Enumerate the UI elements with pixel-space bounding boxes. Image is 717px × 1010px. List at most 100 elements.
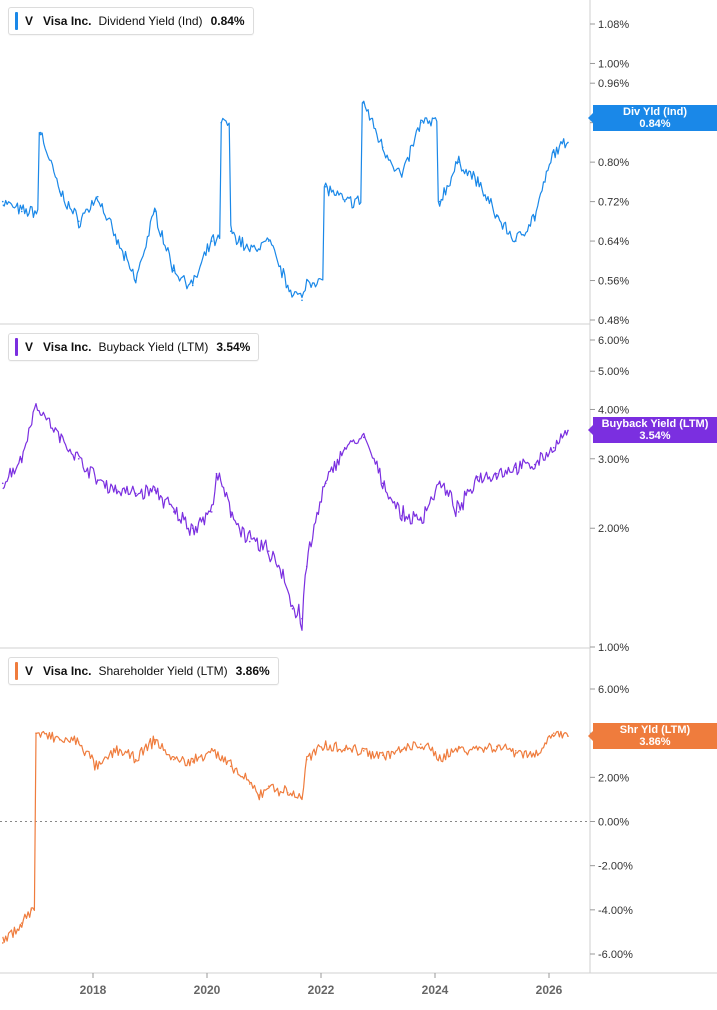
data-point <box>115 747 118 750</box>
legend-shareholder-yield[interactable]: V Visa Inc. Shareholder Yield (LTM) 3.86… <box>8 657 279 685</box>
y-tick-label: 0.48% <box>598 315 629 327</box>
data-point <box>419 519 422 521</box>
legend-buyback-yield[interactable]: V Visa Inc. Buyback Yield (LTM) 3.54% <box>8 333 260 361</box>
data-point <box>514 240 517 242</box>
data-point <box>567 735 569 738</box>
data-point <box>381 146 384 149</box>
tag-value: 0.84% <box>639 118 671 130</box>
data-point <box>96 479 99 481</box>
y-tick-label: 1.00% <box>598 58 629 70</box>
data-point <box>172 758 175 761</box>
y-tick-label: 0.72% <box>598 197 629 209</box>
data-point <box>229 511 232 513</box>
data-point <box>96 195 99 198</box>
y-tick-label: 0.64% <box>598 236 629 248</box>
data-point <box>248 540 251 543</box>
data-point <box>362 102 365 104</box>
data-point <box>495 745 498 748</box>
data-point <box>343 747 346 750</box>
data-point <box>343 446 346 449</box>
data-point <box>134 758 137 761</box>
data-point <box>457 511 460 513</box>
data-point <box>39 131 42 134</box>
legend-ticker: V <box>25 340 34 354</box>
data-point <box>267 550 270 552</box>
legend-metric: Dividend Yield (Ind) <box>98 14 203 28</box>
data-point <box>291 607 294 610</box>
data-point <box>533 754 536 757</box>
tag-value: 3.86% <box>639 736 671 748</box>
y-tick-label: 0.96% <box>598 78 629 90</box>
data-point <box>215 754 218 757</box>
series-line-1 <box>2 100 569 299</box>
data-point <box>457 747 460 750</box>
data-point <box>552 446 555 449</box>
data-point <box>191 284 194 287</box>
data-point <box>324 482 327 485</box>
y-tick-label: -2.00% <box>598 861 633 873</box>
data-point <box>305 758 308 761</box>
data-point <box>301 796 303 799</box>
data-point <box>305 565 308 568</box>
data-point <box>324 743 327 746</box>
legend-company: Visa Inc. <box>43 14 92 28</box>
data-point <box>153 738 156 741</box>
legend-metric: Shareholder Yield (LTM) <box>98 664 228 678</box>
data-point <box>457 161 460 163</box>
data-point <box>400 515 403 517</box>
data-point <box>210 240 213 242</box>
legend-ticker: V <box>25 664 34 678</box>
data-point <box>362 750 365 752</box>
y-tick-label: 3.00% <box>598 454 629 466</box>
y-tick-label: 0.56% <box>598 276 629 288</box>
data-point <box>172 269 175 272</box>
data-point <box>400 176 403 178</box>
y-tick-label: -4.00% <box>598 905 633 917</box>
y-tick-label: -6.00% <box>598 949 633 961</box>
data-point <box>248 783 251 785</box>
data-point <box>1 942 4 944</box>
data-point <box>438 200 441 203</box>
data-point <box>301 617 303 620</box>
data-point <box>77 741 80 743</box>
x-tick-label: 2024 <box>422 983 449 997</box>
tag-value: 3.54% <box>639 430 671 442</box>
data-point <box>115 489 118 491</box>
x-tick-label: 2026 <box>536 983 563 997</box>
current-value-tag-shareholder: Shr Yld (LTM) 3.86% <box>588 723 717 749</box>
data-point <box>305 279 308 282</box>
data-point <box>438 756 441 759</box>
data-point <box>258 794 261 796</box>
legend-company: Visa Inc. <box>43 664 92 678</box>
series-color-swatch <box>15 338 18 356</box>
data-point <box>282 571 284 573</box>
data-point <box>20 922 23 924</box>
data-point <box>286 791 289 794</box>
data-point <box>438 482 441 485</box>
data-point <box>215 472 218 475</box>
y-tick-label: 0.00% <box>598 817 629 829</box>
data-point <box>191 527 194 530</box>
data-point <box>134 492 137 495</box>
data-point <box>229 765 232 768</box>
data-point <box>77 220 80 223</box>
data-point <box>1 200 4 203</box>
data-point <box>476 476 479 478</box>
data-point <box>35 404 37 407</box>
data-point <box>286 284 289 287</box>
legend-value: 0.84% <box>210 14 245 28</box>
data-point <box>400 750 403 752</box>
data-point <box>210 511 213 513</box>
data-point <box>30 909 33 911</box>
legend-dividend-yield[interactable]: V Visa Inc. Dividend Yield (Ind) 0.84% <box>8 7 254 35</box>
data-point <box>267 785 270 787</box>
data-point <box>419 743 422 746</box>
data-point <box>267 240 270 242</box>
data-point <box>229 230 232 232</box>
x-tick-label: 2020 <box>194 983 221 997</box>
data-point <box>343 200 346 203</box>
data-point <box>58 190 61 193</box>
data-point <box>567 429 569 432</box>
